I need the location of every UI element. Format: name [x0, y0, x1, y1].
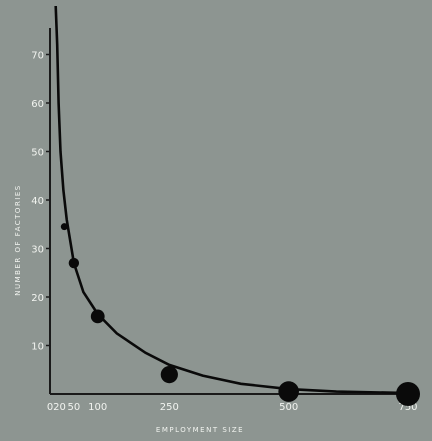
y-axis-title: NUMBER OF FACTORIES [14, 184, 22, 296]
x-tick-labels: 0 20 50 100 250 500 750 [47, 402, 418, 413]
x-tick-label: 20 [53, 402, 66, 413]
series-curve [54, 5, 409, 395]
data-point [60, 223, 68, 231]
x-tick-label: 0 [47, 402, 53, 413]
data-point [278, 381, 299, 402]
x-tick-label: 100 [88, 402, 107, 413]
axes [49, 28, 408, 395]
data-point [90, 309, 105, 324]
plot-area [54, 5, 420, 406]
y-tick-label: 40 [31, 196, 44, 207]
x-axis-title: EMPLOYMENT SIZE [156, 426, 244, 434]
x-tick-label: 750 [398, 402, 417, 413]
y-tick-label: 60 [31, 99, 44, 110]
x-tick-label: 500 [279, 402, 298, 413]
data-point [160, 366, 178, 384]
y-tick-label: 10 [31, 342, 44, 353]
y-tick-labels: 10 20 30 40 50 60 70 [31, 51, 50, 353]
x-tick-label: 250 [160, 402, 179, 413]
y-tick-label: 70 [31, 51, 44, 62]
x-tick-label: 50 [67, 402, 80, 413]
y-tick-label: 20 [31, 293, 44, 304]
data-point [396, 382, 420, 406]
data-point [68, 257, 80, 269]
y-tick-label: 50 [31, 148, 44, 159]
y-tick-label: 30 [31, 245, 44, 256]
